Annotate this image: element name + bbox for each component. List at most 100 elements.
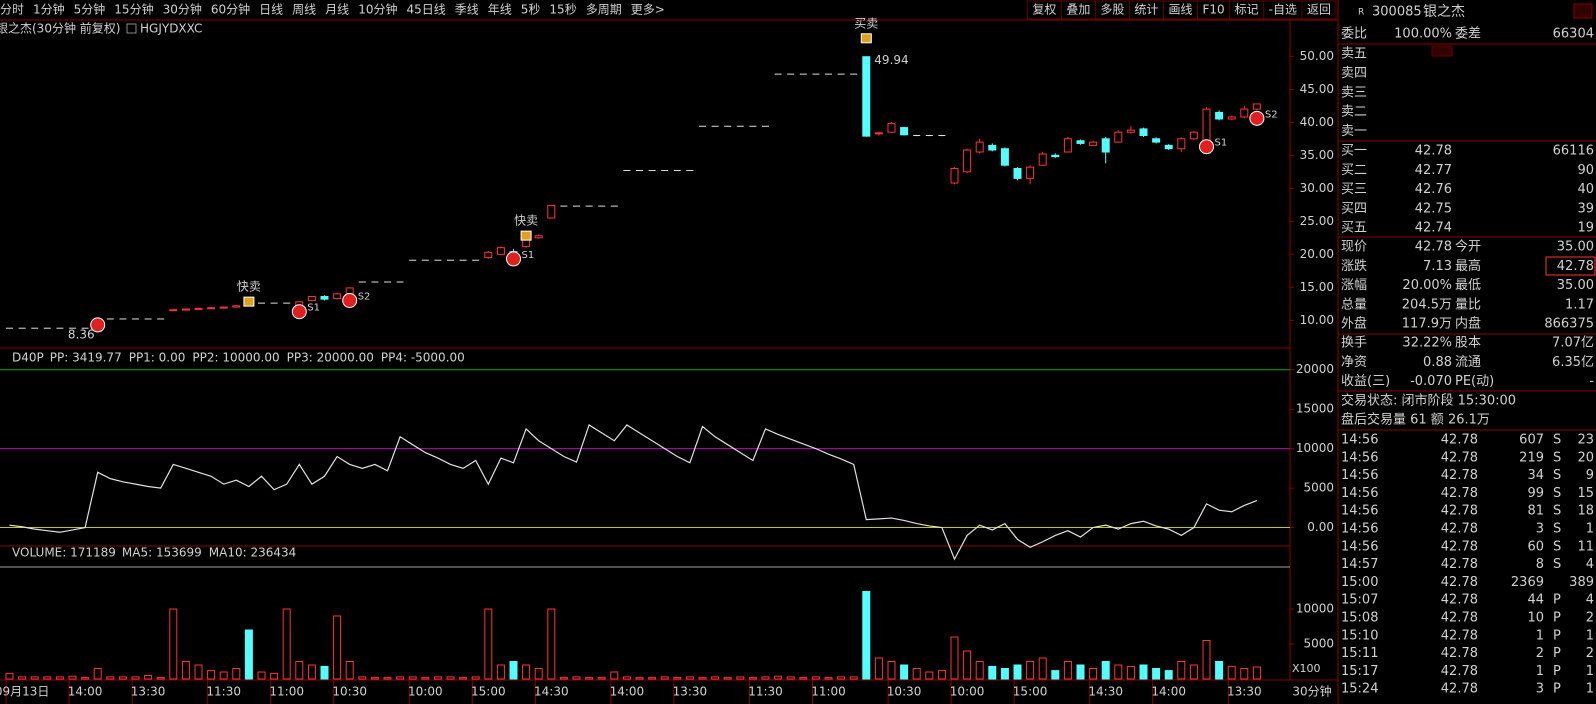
candle-body [900, 127, 909, 136]
x-tick-label: 14:00 [1151, 685, 1186, 699]
volume-bar [975, 661, 984, 680]
buy-volume: 40 [1577, 182, 1594, 197]
candle-body [975, 141, 984, 153]
buy-volume: 90 [1577, 163, 1594, 178]
volume-bar [421, 677, 430, 680]
stat-value: 117.9万 [1402, 317, 1452, 332]
candle-body [194, 307, 203, 310]
period-tab[interactable]: 更多> [631, 3, 665, 17]
period-tab[interactable]: 45日线 [406, 3, 445, 17]
volume-bar [181, 661, 190, 680]
menu-button[interactable] [1573, 3, 1593, 19]
toolbar-button-label[interactable]: 统计 [1134, 3, 1158, 17]
toolbar-button-label[interactable]: F10 [1202, 3, 1224, 17]
candle-body [1240, 108, 1249, 118]
period-tab[interactable]: 30分钟 [163, 2, 202, 17]
signal-marker [1249, 110, 1265, 126]
candle-body [232, 305, 241, 308]
period-tab[interactable]: 5秒 [521, 3, 541, 17]
buy-volume: 19 [1577, 221, 1594, 236]
volume-bar [887, 661, 896, 680]
volume-bar [370, 677, 379, 680]
tick-price: 42.78 [1441, 522, 1478, 537]
volume-bar [988, 665, 997, 680]
buy-price: 42.77 [1415, 163, 1452, 178]
volume-bar [648, 677, 657, 680]
candle-body [1026, 166, 1035, 179]
volume-bar [484, 608, 493, 680]
x-tick-label: 15:00 [471, 685, 506, 699]
stat-value: 7.13 [1423, 259, 1452, 274]
volume-bar [408, 676, 417, 680]
period-tab[interactable]: 分时 [0, 3, 24, 17]
volume-bar [824, 677, 833, 680]
tick-count: 23 [1577, 433, 1594, 448]
toolbar-button-label[interactable]: 返回 [1307, 3, 1331, 17]
toolbar-button-label[interactable]: 标记 [1235, 3, 1259, 17]
stat-value: 0.88 [1423, 355, 1452, 370]
y-tick-label: 10000 [1296, 602, 1334, 616]
toolbar-button-label[interactable]: 复权 [1032, 3, 1056, 17]
stat-label: PE(动) [1455, 374, 1494, 389]
signal-marker [1199, 139, 1214, 155]
period-tab[interactable]: 1分钟 [33, 2, 65, 17]
volume-bar [345, 661, 354, 680]
quote-panel: R 300085 银之杰 委比 100.00% 委差 66304 卖五卖四卖三卖二卖一买… [1341, 3, 1596, 697]
tick-price: 42.78 [1441, 575, 1478, 590]
toolbar-button-label[interactable]: 画线 [1168, 3, 1192, 17]
legend-entry: PP2: 10000.00 [192, 351, 279, 365]
signal-marker [90, 317, 106, 333]
after-hours: 盘后交易量 61 额 26.1万 [1341, 412, 1490, 428]
tick-count: 4 [1586, 557, 1594, 572]
volume-bar [383, 677, 392, 680]
icon [126, 23, 137, 34]
tick-volume: 99 [1527, 486, 1544, 501]
volume-bar [748, 677, 757, 680]
period-tab[interactable]: 年线 [488, 3, 512, 17]
x-tick-label: 13:30 [131, 685, 166, 699]
period-tab[interactable]: 5分钟 [74, 2, 106, 17]
period-tab[interactable]: 月线 [325, 3, 349, 17]
tick-flag: S [1553, 486, 1561, 501]
toolbar-button-label[interactable]: -自选 [1269, 3, 1297, 17]
x-unit-label: 30分钟 [1292, 684, 1331, 699]
volume-bar [811, 676, 820, 680]
signal-marker [506, 251, 521, 267]
volume-bar [1252, 666, 1261, 680]
tick-time: 14:57 [1341, 557, 1378, 572]
candle-body [1126, 129, 1135, 133]
stat-value: 42.78 [1557, 259, 1594, 274]
period-tab[interactable]: 15秒 [549, 3, 576, 17]
x-tick-label: 10:00 [950, 685, 985, 699]
volume-bar [1177, 661, 1186, 680]
stat-value: 35.00 [1557, 278, 1594, 293]
period-tab[interactable]: 15分钟 [114, 2, 153, 17]
volume-bar [912, 668, 921, 680]
volume-bar [194, 664, 203, 680]
period-tab[interactable]: 日线 [259, 3, 283, 17]
y-tick-label: 5000 [1303, 637, 1334, 651]
volume-bar [799, 677, 808, 680]
buy-volume: 39 [1577, 201, 1594, 216]
period-tab[interactable]: 10分钟 [358, 2, 397, 17]
y-tick-label: 10.00 [1300, 313, 1334, 327]
period-tab[interactable]: 60分钟 [211, 2, 250, 17]
tick-volume: 1 [1536, 628, 1544, 643]
stat-label: 最高 [1455, 258, 1481, 274]
tick-volume: 8 [1536, 557, 1544, 572]
toolbar-button[interactable] [1026, 0, 1062, 20]
highlight-box [1545, 256, 1596, 276]
candle-body [1252, 103, 1261, 110]
volume-bar [43, 676, 52, 680]
collapse-button[interactable] [1431, 45, 1453, 57]
toolbar-button-label[interactable]: 多股 [1100, 3, 1124, 17]
candle-body [333, 293, 342, 300]
x-tick-label: 11:30 [206, 685, 241, 699]
period-tab[interactable]: 周线 [292, 3, 316, 17]
buy-label: 买五 [1341, 221, 1367, 236]
toolbar-button-label[interactable]: 叠加 [1066, 3, 1090, 17]
period-tab[interactable]: 多周期 [586, 3, 622, 17]
candle-body [1177, 138, 1186, 150]
annotation: 快卖 [237, 280, 261, 294]
period-tab[interactable]: 季线 [455, 3, 479, 17]
